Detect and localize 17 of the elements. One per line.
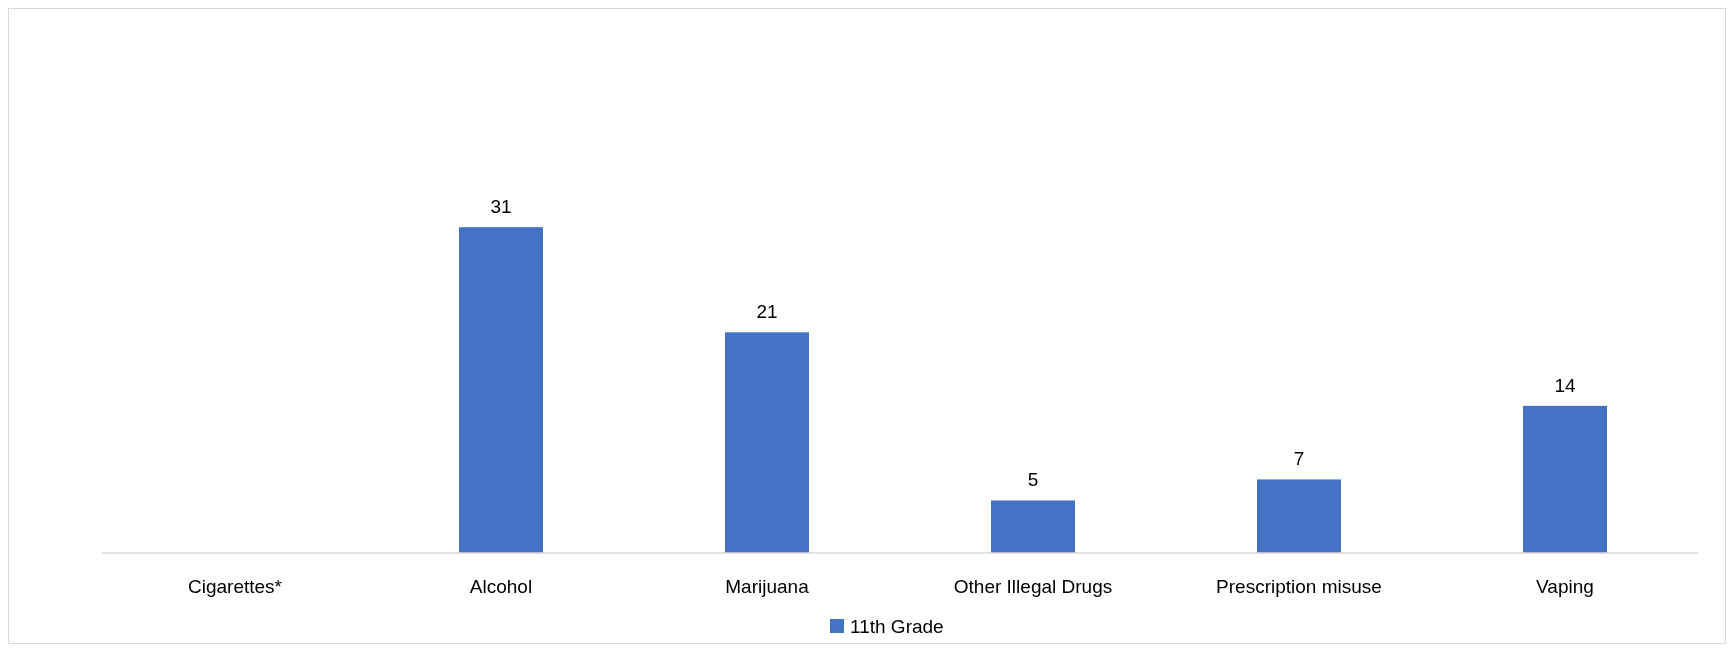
x-tick-label: Cigarettes*	[188, 576, 283, 597]
data-label: 5	[1027, 469, 1039, 491]
x-tick-label: Prescription misuse	[1216, 576, 1382, 597]
bar	[1523, 405, 1607, 553]
bar	[725, 332, 809, 553]
x-tick-label: Alcohol	[469, 576, 533, 597]
data-label: 21	[756, 301, 778, 323]
x-tick-label: Marijuana	[725, 576, 810, 597]
x-tick-label: Other Illegal Drugs	[953, 576, 1113, 597]
x-tick-label: Vaping	[1536, 576, 1594, 597]
bar	[459, 227, 543, 553]
legend-label: 11th Grade	[850, 616, 944, 637]
data-label: 7	[1293, 448, 1305, 470]
data-label: 14	[1554, 374, 1576, 396]
bar	[991, 500, 1075, 553]
data-label: 31	[490, 196, 512, 218]
bar	[1257, 479, 1341, 553]
